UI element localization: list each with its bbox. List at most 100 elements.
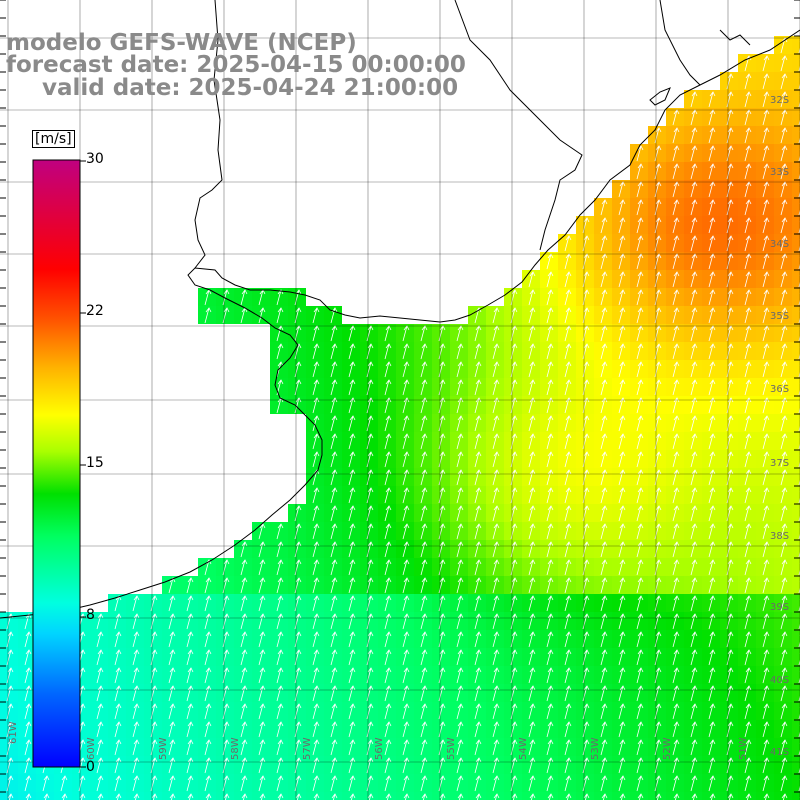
lat-label: 32S [770, 95, 790, 106]
wind-arrow [132, 685, 140, 702]
wind-arrow [330, 397, 338, 414]
wind-arrow [438, 775, 446, 792]
wind-arrow [402, 415, 410, 432]
wind-arrow [240, 649, 248, 666]
wind-arrow [726, 469, 734, 486]
wind-arrow [168, 685, 176, 702]
wind-arrow [654, 649, 662, 666]
wind-arrow [600, 721, 608, 738]
wind-cell [792, 144, 800, 162]
wind-arrow [186, 667, 194, 684]
wind-arrow [654, 739, 662, 756]
wind-arrow [24, 703, 32, 720]
wind-arrow [456, 595, 464, 612]
wind-arrow [330, 541, 338, 558]
wind-arrow [618, 415, 626, 432]
wind-arrow [259, 793, 266, 800]
wind-arrow [672, 577, 680, 594]
wind-arrow [600, 361, 608, 378]
wind-arrow [276, 685, 284, 702]
wind-arrow [744, 433, 752, 450]
wind-arrow [708, 199, 716, 216]
wind-arrow [510, 739, 518, 756]
wind-arrow [492, 631, 500, 648]
wind-arrow [402, 505, 410, 522]
wind-arrow [421, 793, 428, 800]
wind-arrow [528, 271, 536, 288]
wind-arrow [240, 631, 248, 648]
wind-arrow [708, 163, 716, 180]
wind-arrow [366, 649, 374, 666]
wind-arrow [708, 379, 716, 396]
wind-arrow [780, 415, 788, 432]
wind-arrow [294, 505, 302, 522]
wind-cell [792, 774, 800, 792]
wind-arrow [204, 613, 212, 630]
wind-arrow [276, 649, 284, 666]
wind-arrow [438, 739, 446, 756]
wind-arrow [726, 343, 734, 360]
wind-arrow [726, 505, 734, 522]
wind-cell [324, 792, 342, 800]
wind-arrow [726, 415, 734, 432]
wind-arrow [42, 775, 50, 792]
wind-arrow [366, 667, 374, 684]
wind-arrow [528, 343, 536, 360]
wind-arrow [762, 415, 770, 432]
wind-arrow [241, 793, 248, 800]
wind-arrow [726, 577, 734, 594]
wind-arrow [546, 307, 554, 324]
wind-arrow [438, 469, 446, 486]
wind-arrow [258, 685, 266, 702]
wind-arrow [726, 703, 734, 720]
wind-arrow [780, 559, 788, 576]
wind-arrow [312, 685, 320, 702]
wind-arrow [582, 595, 590, 612]
wind-arrow [438, 541, 446, 558]
wind-arrow [402, 649, 410, 666]
wind-arrow [583, 793, 590, 800]
wind-arrow [510, 469, 518, 486]
wind-arrow [690, 577, 698, 594]
wind-arrow [546, 541, 554, 558]
wind-arrow [762, 685, 770, 702]
wind-arrow [726, 127, 734, 144]
wind-arrow [762, 469, 770, 486]
wind-arrow [348, 613, 356, 630]
wind-arrow [420, 523, 428, 540]
wind-arrow [312, 541, 320, 558]
wind-arrow [690, 775, 698, 792]
wind-arrow [456, 505, 464, 522]
wind-arrow [330, 577, 338, 594]
wind-arrow [258, 631, 266, 648]
wind-arrow [618, 559, 626, 576]
wind-arrow [726, 667, 734, 684]
wind-arrow [258, 613, 266, 630]
wind-arrow [672, 397, 680, 414]
wind-arrow [150, 721, 158, 738]
wind-arrow [672, 757, 680, 774]
wind-arrow [763, 793, 770, 800]
wind-arrow [420, 667, 428, 684]
wind-arrow [6, 775, 14, 792]
wind-arrow [312, 397, 320, 414]
wind-arrow [546, 685, 554, 702]
wind-arrow [384, 379, 392, 396]
wind-arrow [133, 793, 140, 800]
wind-arrow [780, 199, 788, 216]
wind-arrow [294, 289, 302, 306]
wind-arrow [781, 793, 788, 800]
wind-arrow [708, 271, 716, 288]
wind-arrow [618, 541, 626, 558]
wind-arrow [510, 541, 518, 558]
wind-arrow [492, 469, 500, 486]
wind-arrow [114, 631, 122, 648]
lon-label: 54W [518, 737, 529, 760]
lon-label: 61W [8, 721, 19, 744]
lon-label: 55W [446, 737, 457, 760]
wind-arrow [312, 487, 320, 504]
wind-arrow [6, 667, 14, 684]
wind-arrow [726, 199, 734, 216]
wind-arrow [150, 631, 158, 648]
wind-arrow [582, 559, 590, 576]
